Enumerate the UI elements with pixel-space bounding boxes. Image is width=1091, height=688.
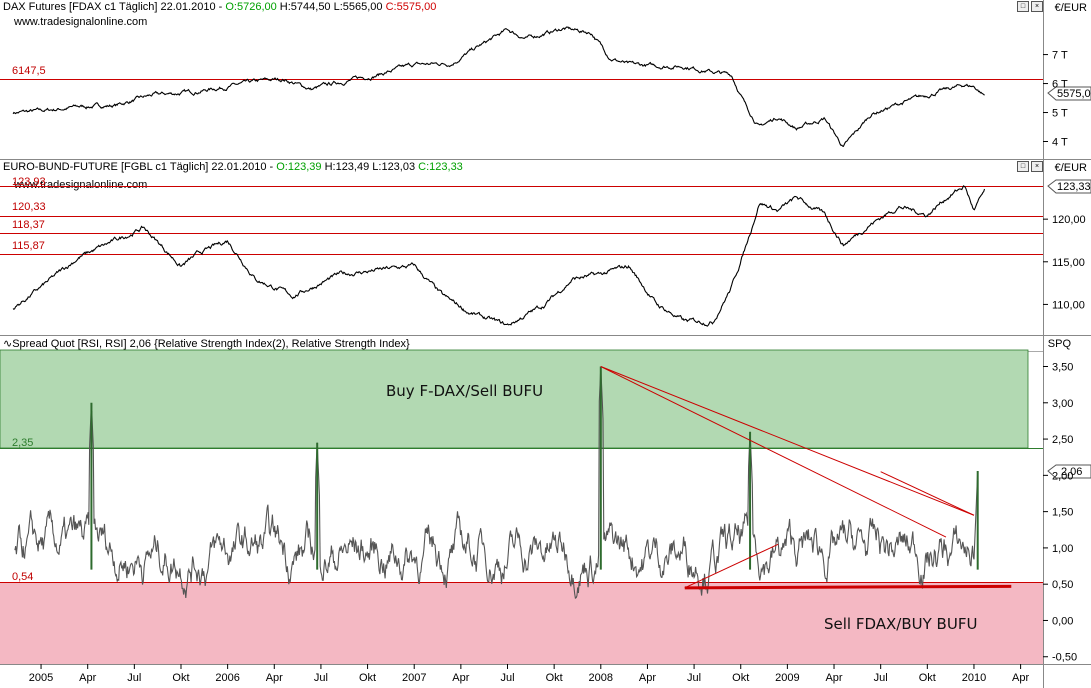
dax-close: C:5575,00: [385, 1, 437, 13]
x-tick-label-14: Jul: [687, 672, 701, 684]
x-tick-label-17: Apr: [825, 672, 842, 684]
maximize-icon[interactable]: □: [1017, 1, 1029, 12]
x-tick-label-11: Okt: [546, 672, 563, 684]
x-tick-label-19: Okt: [919, 672, 936, 684]
x-tick-label-2: Jul: [127, 672, 141, 684]
x-tick-label-4: 2006: [215, 672, 239, 684]
x-tick-label-0: 2005: [29, 672, 53, 684]
x-tick-label-16: 2009: [775, 672, 799, 684]
maximize-icon[interactable]: □: [1017, 161, 1029, 172]
x-tick-label-3: Okt: [172, 672, 189, 684]
dax-open: O:5726,00: [225, 1, 277, 13]
spread-header: ∿Spread Quot [RSI, RSI] 2,06 {Relative S…: [3, 337, 410, 350]
x-tick-label-5: Apr: [266, 672, 283, 684]
x-tick-label-1: Apr: [79, 672, 96, 684]
x-tick-label-18: Jul: [874, 672, 888, 684]
bund-open: O:123,39: [276, 161, 322, 173]
bund-currency: €/EUR: [1054, 162, 1087, 174]
dax-header: DAX Futures [FDAX c1 Täglich] 22.01.2010…: [3, 1, 436, 13]
x-tick-label-20: 2010: [962, 672, 986, 684]
bund-hlc: H:123,49 L:123,03: [321, 161, 419, 173]
x-tick-label-10: Jul: [500, 672, 514, 684]
x-tick-label-15: Okt: [732, 672, 749, 684]
x-tick-label-21: Apr: [1012, 672, 1029, 684]
bund-source: www.tradesignalonline.com: [14, 179, 148, 191]
bund-window-buttons: □ ×: [1017, 161, 1043, 172]
close-icon[interactable]: ×: [1031, 1, 1043, 12]
spread-panel: ∿Spread Quot [RSI, RSI] 2,06 {Relative S…: [0, 336, 1091, 666]
bund-close: C:123,33: [418, 161, 463, 173]
spread-title: Spread Quot [RSI, RSI] 2,06 {Relative St…: [12, 338, 410, 350]
dax-panel: DAX Futures [FDAX c1 Täglich] 22.01.2010…: [0, 0, 1091, 160]
bund-title: EURO-BUND-FUTURE [FGBL c1 Täglich] 22.01…: [3, 161, 277, 173]
x-tick-label-8: 2007: [402, 672, 426, 684]
x-tick-label-6: Jul: [314, 672, 328, 684]
close-icon[interactable]: ×: [1031, 161, 1043, 172]
x-tick-label-9: Apr: [452, 672, 469, 684]
x-tick-label-13: Apr: [639, 672, 656, 684]
bund-header: EURO-BUND-FUTURE [FGBL c1 Täglich] 22.01…: [3, 161, 463, 173]
spread-unit: SPQ: [1047, 338, 1071, 350]
dax-currency: €/EUR: [1054, 2, 1087, 14]
dax-source: www.tradesignalonline.com: [14, 16, 148, 28]
indicator-icon: ∿: [3, 338, 13, 350]
bund-panel: EURO-BUND-FUTURE [FGBL c1 Täglich] 22.01…: [0, 160, 1091, 336]
dax-window-buttons: □ ×: [1017, 1, 1043, 12]
x-tick-label-12: 2008: [589, 672, 613, 684]
x-tick-label-7: Okt: [359, 672, 376, 684]
dax-hlc: H:5744,50 L:5565,00: [276, 1, 386, 13]
dax-title: DAX Futures [FDAX c1 Täglich] 22.01.2010…: [3, 1, 226, 13]
